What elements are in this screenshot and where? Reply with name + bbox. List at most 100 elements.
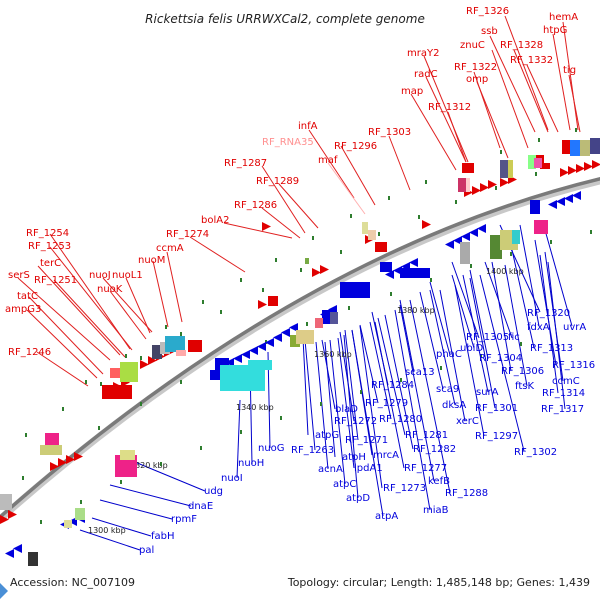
gene-label-lpda1[interactable]: lpdA1	[354, 463, 383, 474]
gene-label-rf-1254[interactable]: RF_1254	[26, 228, 69, 239]
forward-gene-arrow[interactable]	[568, 166, 577, 175]
gene-label-ubid[interactable]: ubiD	[460, 343, 483, 354]
gene-label-uvra[interactable]: uvrA	[563, 322, 586, 333]
gene-box[interactable]	[458, 178, 466, 192]
forward-gene-arrow[interactable]	[488, 180, 497, 189]
gene-label-rf-1251[interactable]: RF_1251	[34, 275, 77, 286]
gene-label-rf-rna35[interactable]: RF_RNA35	[262, 137, 314, 148]
gene-box[interactable]	[176, 350, 186, 356]
gene-label-rf-1314[interactable]: RF_1314	[542, 388, 585, 399]
gene-label-ssb[interactable]: ssb	[481, 26, 498, 37]
gene-label-tig[interactable]: tig	[563, 65, 576, 76]
gene-label-rf-1326[interactable]: RF_1326	[466, 6, 509, 17]
gene-label-rf-1312[interactable]: RF_1312	[428, 102, 471, 113]
gene-box[interactable]	[466, 178, 470, 192]
forward-gene-arrow[interactable]	[66, 455, 75, 464]
gene-label-terc[interactable]: terC	[40, 258, 61, 269]
gene-label-atpc[interactable]: atpC	[333, 479, 356, 490]
gene-label-hema[interactable]: hemA	[549, 12, 578, 23]
gene-box[interactable]	[580, 140, 590, 156]
forward-gene-arrow[interactable]	[8, 510, 17, 519]
gene-box[interactable]	[210, 370, 222, 380]
gene-label-acna[interactable]: acnA	[318, 464, 343, 475]
gene-label-ftsk[interactable]: ftsK	[515, 381, 534, 392]
gene-box[interactable]	[330, 312, 338, 324]
gene-label-rf-1246[interactable]: RF_1246	[8, 347, 51, 358]
gene-label-omp[interactable]: omp	[466, 74, 488, 85]
forward-gene-arrow[interactable]	[140, 360, 149, 369]
reverse-gene-arrow[interactable]	[68, 517, 77, 526]
gene-box[interactable]	[28, 552, 38, 566]
gene-box[interactable]	[460, 242, 470, 264]
gene-box[interactable]	[115, 455, 137, 477]
forward-gene-arrow[interactable]	[312, 268, 321, 277]
gene-label-atpg[interactable]: atpG	[315, 430, 339, 441]
gene-box[interactable]	[570, 140, 582, 156]
gene-label-rf-1280[interactable]: RF_1280	[379, 414, 422, 425]
forward-gene-arrow[interactable]	[422, 220, 431, 229]
gene-label-rf-1317[interactable]: RF_1317	[541, 404, 584, 415]
gene-box[interactable]	[490, 235, 502, 259]
gene-label-radc[interactable]: radC	[414, 69, 438, 80]
gene-label-atpd[interactable]: atpD	[346, 493, 370, 504]
gene-label-rf-1306[interactable]: RF_1306	[501, 366, 544, 377]
forward-gene-arrow[interactable]	[258, 300, 267, 309]
gene-box[interactable]	[120, 362, 138, 382]
gene-label-nuol1[interactable]: nuoL1	[112, 270, 143, 281]
reverse-gene-arrow[interactable]	[241, 350, 250, 359]
gene-label-sca9[interactable]: sca9	[436, 384, 459, 395]
forward-gene-arrow[interactable]	[576, 164, 585, 173]
reverse-gene-arrow[interactable]	[13, 544, 22, 553]
gene-box[interactable]	[165, 336, 185, 352]
gene-box[interactable]	[248, 360, 272, 370]
gene-label-nuoi[interactable]: nuoI	[221, 473, 243, 484]
gene-label-fabh[interactable]: fabH	[151, 531, 175, 542]
forward-gene-arrow[interactable]	[592, 160, 600, 169]
gene-label-rf-1322[interactable]: RF_1322	[454, 62, 497, 73]
gene-label-fic[interactable]: fic	[508, 332, 520, 343]
reverse-gene-arrow[interactable]	[393, 266, 402, 275]
gene-box[interactable]	[188, 340, 202, 352]
gene-label-rf-1302[interactable]: RF_1302	[514, 447, 557, 458]
gene-box[interactable]	[75, 508, 85, 520]
reverse-gene-arrow[interactable]	[461, 232, 470, 241]
info-icon[interactable]	[0, 583, 8, 599]
gene-label-rf-1301[interactable]: RF_1301	[475, 403, 518, 414]
gene-label-rf-1273[interactable]: RF_1273	[383, 483, 426, 494]
reverse-gene-arrow[interactable]	[249, 346, 258, 355]
gene-label-miab[interactable]: miaB	[423, 505, 449, 516]
gene-label-nuoh[interactable]: nuoH	[238, 458, 264, 469]
reverse-gene-arrow[interactable]	[409, 258, 418, 267]
gene-label-rf-1284[interactable]: RF_1284	[371, 380, 414, 391]
gene-label-rf-1272[interactable]: RF_1272	[334, 416, 377, 427]
gene-box[interactable]	[315, 318, 323, 328]
gene-label-rf-1274[interactable]: RF_1274	[166, 229, 209, 240]
gene-label-pal[interactable]: pal	[139, 545, 154, 556]
gene-box[interactable]	[40, 445, 62, 455]
gene-box[interactable]	[380, 262, 392, 272]
gene-label-dnae[interactable]: dnaE	[188, 501, 213, 512]
reverse-gene-arrow[interactable]	[477, 224, 486, 233]
gene-box[interactable]	[362, 222, 368, 234]
reverse-gene-arrow[interactable]	[281, 328, 290, 337]
gene-label-rf-1316[interactable]: RF_1316	[552, 360, 595, 371]
gene-label-ampg3[interactable]: ampG3	[5, 304, 41, 315]
reverse-gene-arrow[interactable]	[572, 191, 581, 200]
forward-gene-arrow[interactable]	[74, 452, 83, 461]
reverse-gene-arrow[interactable]	[265, 338, 274, 347]
gene-label-rf-1288[interactable]: RF_1288	[445, 488, 488, 499]
gene-box[interactable]	[534, 220, 548, 234]
forward-gene-arrow[interactable]	[0, 515, 9, 524]
gene-box[interactable]	[368, 230, 376, 240]
gene-label-bola2[interactable]: bolA2	[201, 215, 229, 226]
forward-gene-arrow[interactable]	[262, 222, 271, 231]
gene-box[interactable]	[500, 160, 508, 178]
gene-label-nuog[interactable]: nuoG	[258, 443, 285, 454]
gene-box[interactable]	[290, 335, 300, 347]
reverse-gene-arrow[interactable]	[233, 354, 242, 363]
gene-label-mray2[interactable]: mraY2	[407, 48, 439, 59]
gene-box[interactable]	[590, 138, 600, 154]
gene-box[interactable]	[120, 450, 135, 460]
gene-label-atph[interactable]: atpH	[342, 452, 366, 463]
gene-box[interactable]	[528, 155, 536, 169]
